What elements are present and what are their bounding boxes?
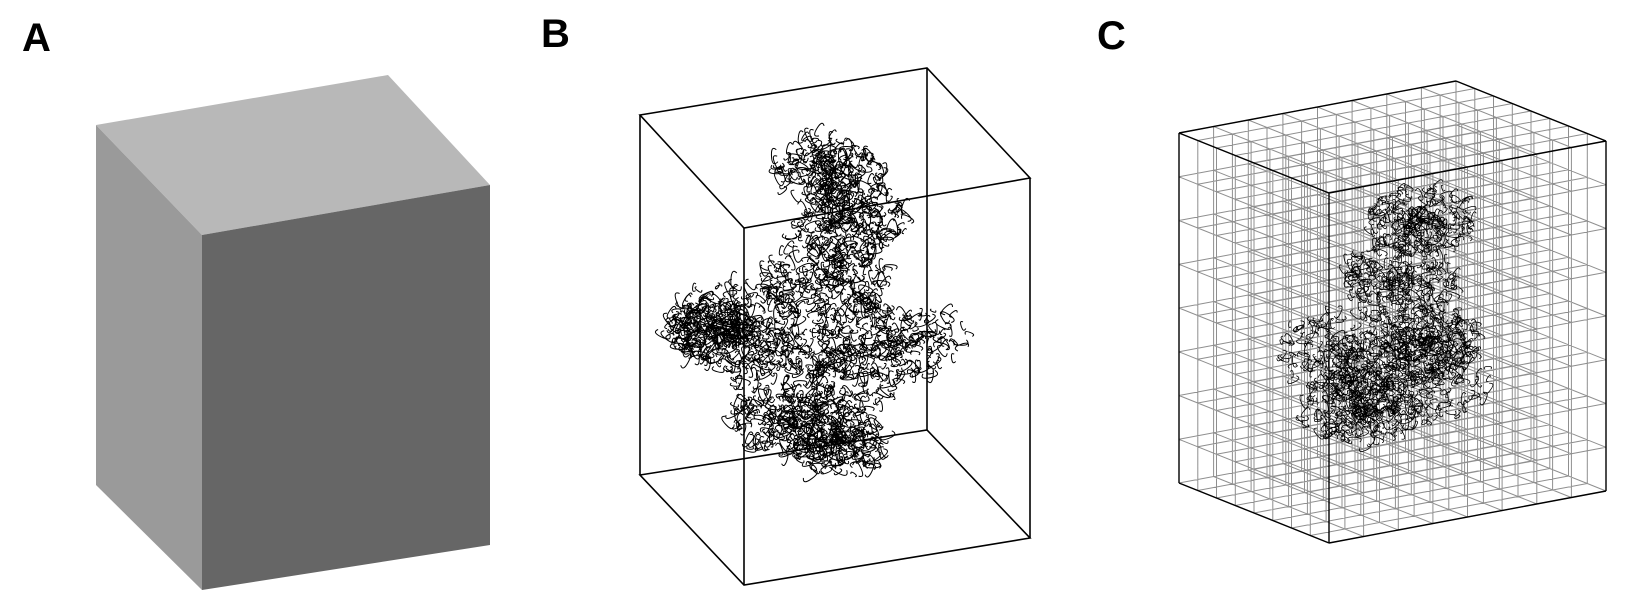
tree-leaves bbox=[1276, 179, 1494, 452]
voxel-grid-c bbox=[1178, 80, 1607, 544]
box-left-face bbox=[96, 125, 202, 590]
voxel-grid-lines bbox=[1178, 80, 1607, 544]
panel-label-a: A bbox=[22, 16, 51, 60]
tree-canopy-c bbox=[1276, 179, 1494, 452]
tree-leaves bbox=[654, 122, 975, 483]
panel-label-c: C bbox=[1097, 14, 1126, 58]
box-top-face bbox=[96, 75, 490, 235]
wireframe-box-b bbox=[638, 67, 1032, 586]
solid-box-a bbox=[96, 75, 490, 590]
box-front-face bbox=[202, 185, 490, 590]
panel-label-b: B bbox=[541, 12, 570, 56]
tree-canopy-b bbox=[654, 122, 975, 483]
